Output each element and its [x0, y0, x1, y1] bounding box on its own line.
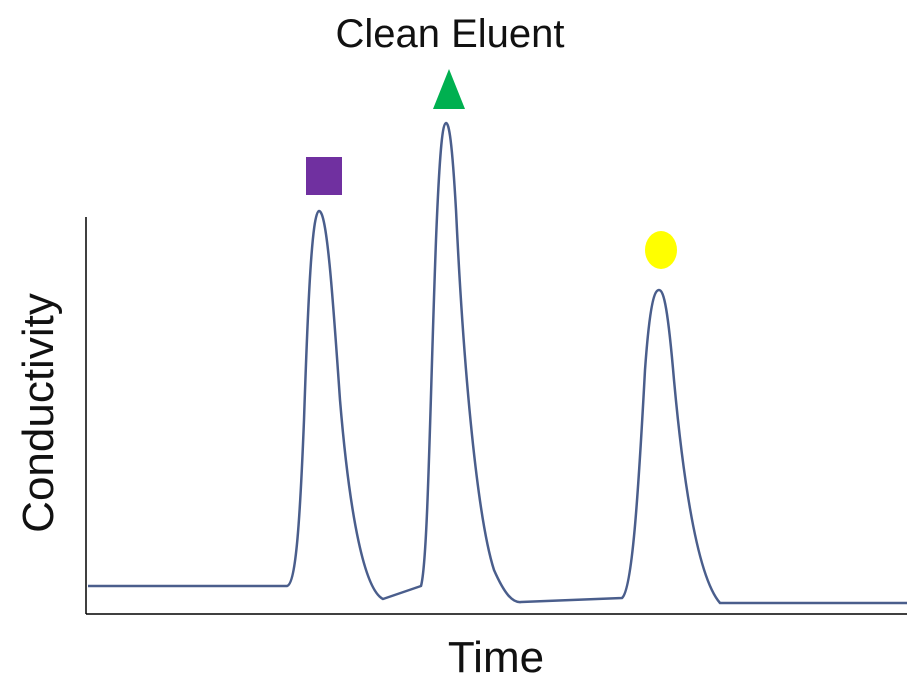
chart-title: Clean Eluent [335, 12, 564, 56]
peak-marker-circle [645, 231, 677, 269]
peak-marker-square [306, 157, 342, 195]
x-axis-label: Time [448, 633, 544, 678]
peak-markers [306, 69, 677, 269]
peak-marker-triangle [433, 69, 465, 109]
conductivity-trace [88, 121, 907, 605]
y-axis-label: Conductivity [14, 293, 63, 533]
